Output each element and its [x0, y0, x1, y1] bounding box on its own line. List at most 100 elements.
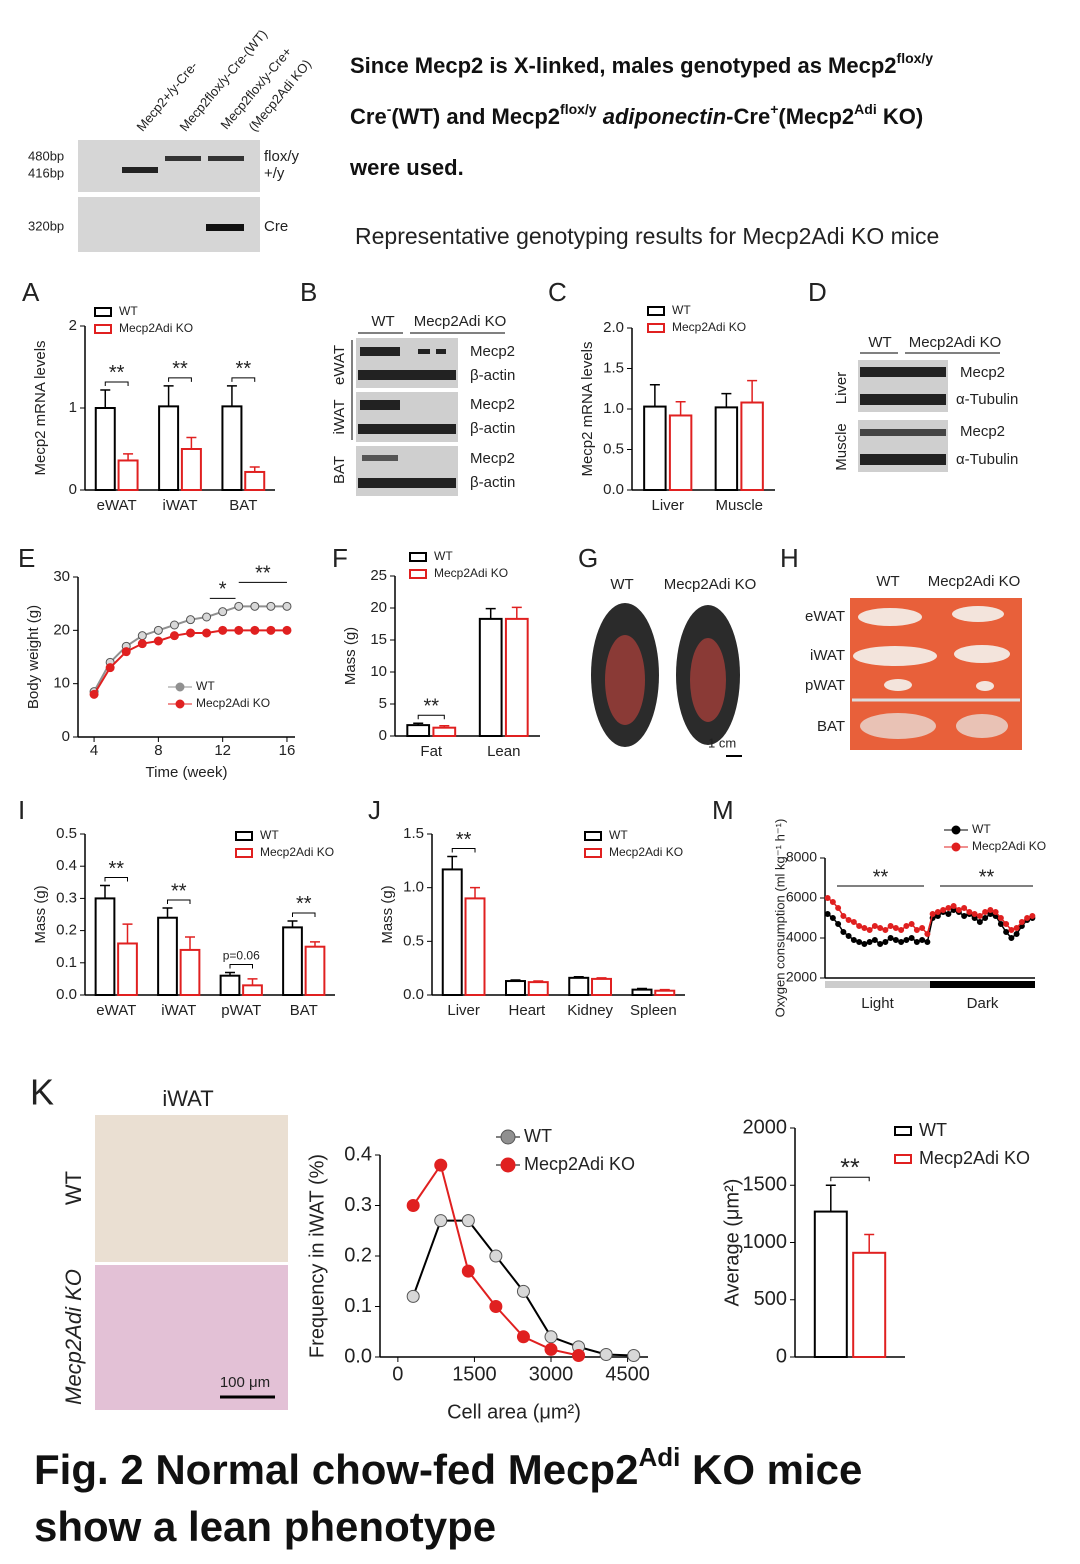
marker	[913, 939, 920, 945]
size-label: 480bp	[28, 148, 64, 163]
y-tick-label: 2	[69, 317, 77, 334]
y-tick-label: 6000	[786, 889, 817, 905]
error-bar	[186, 436, 197, 449]
marker	[992, 909, 999, 915]
legend-swatch	[647, 306, 665, 316]
legend-label: Mecp2Adi KO	[524, 1154, 635, 1174]
scale-label: 1 cm	[708, 735, 736, 750]
phase-label: Dark	[967, 995, 999, 1012]
protein-label: β-actin	[470, 367, 515, 384]
marker	[1008, 935, 1015, 941]
y-tick-label: 0.2	[344, 1244, 372, 1266]
y-axis-label: Mecp2 mRNA levels	[579, 341, 596, 476]
marker	[137, 639, 147, 649]
error-bar	[413, 722, 424, 726]
legend-marker	[500, 1129, 516, 1145]
bar	[568, 976, 590, 996]
y-axis-label: Average (μm²)	[721, 1179, 743, 1307]
marker	[976, 913, 983, 919]
y-axis-label: Mass (g)	[32, 885, 49, 943]
y-tick-label: 1	[69, 399, 77, 416]
significance: **	[255, 563, 271, 585]
x-tick-label: 4	[90, 742, 98, 759]
y-tick-label: 1500	[743, 1174, 788, 1196]
y-tick-label: 0	[69, 481, 77, 498]
legend-label: WT	[972, 822, 991, 836]
x-tick-label: Spleen	[630, 1002, 677, 1019]
gel-band	[206, 224, 244, 231]
protein-label: α-Tubulin	[956, 391, 1018, 408]
column-label: WT	[371, 313, 394, 330]
legend-swatch	[94, 324, 112, 334]
protein-label: Mecp2	[960, 364, 1005, 381]
panel-label: F	[332, 543, 348, 573]
bar	[242, 984, 263, 997]
y-tick-label: 8000	[786, 849, 817, 865]
tissue-label: iWAT	[331, 400, 348, 435]
figure-title: show a lean phenotype	[34, 1503, 496, 1550]
marker	[845, 917, 852, 923]
error-bar	[100, 389, 111, 408]
error-bar	[163, 385, 174, 407]
y-tick-label: 0.4	[56, 857, 77, 874]
bar	[244, 470, 266, 491]
blot-bands	[358, 347, 456, 488]
marker	[234, 601, 244, 611]
bar	[643, 405, 667, 492]
title-text: KO mice	[680, 1446, 862, 1493]
bar	[591, 977, 612, 997]
legend-swatch	[409, 569, 427, 579]
bar	[464, 897, 486, 997]
intro-sup: -	[387, 101, 392, 117]
marker	[919, 925, 926, 931]
panel-label: I	[18, 795, 25, 825]
marker	[940, 907, 947, 913]
title-sup: Adi	[638, 1442, 680, 1472]
x-tick-label: 3000	[529, 1363, 574, 1385]
legend-swatch	[584, 831, 602, 841]
legend-label: Mecp2Adi KO	[434, 566, 508, 580]
column-label: WT	[876, 573, 899, 590]
bar	[527, 981, 549, 996]
legend-swatch	[894, 1154, 912, 1164]
row-label: eWAT	[805, 608, 845, 625]
marker	[966, 909, 973, 915]
marker	[908, 935, 915, 941]
bar	[282, 926, 303, 997]
marker	[887, 923, 894, 929]
marker	[406, 1289, 420, 1303]
y-axis-label: Body weight (g)	[25, 605, 42, 709]
legend-swatch	[94, 307, 112, 317]
intro-sup: flox/y	[897, 50, 934, 66]
x-tick-label: iWAT	[163, 497, 198, 514]
error-bar	[447, 855, 458, 870]
y-tick-label: 0.2	[56, 922, 77, 939]
marker	[544, 1330, 558, 1344]
error-bar	[649, 383, 660, 407]
significance: **	[456, 829, 472, 851]
y-tick-label: 0.5	[56, 825, 77, 842]
protein-label: β-actin	[470, 474, 515, 491]
bar	[221, 405, 243, 491]
y-tick-label: 10	[370, 663, 387, 680]
y-tick-label: 1.0	[403, 879, 424, 896]
marker	[218, 607, 228, 617]
marker	[434, 1214, 448, 1228]
y-tick-label: 0.3	[56, 889, 77, 906]
bar	[117, 942, 138, 996]
marker	[105, 663, 115, 673]
marker	[982, 915, 989, 921]
bar	[117, 459, 139, 492]
error-bar	[675, 400, 686, 416]
row-label: iWAT	[810, 647, 845, 664]
protein-label: α-Tubulin	[956, 451, 1018, 468]
bar	[406, 724, 431, 737]
legend-label: WT	[609, 828, 628, 842]
y-tick-label: 0.1	[56, 954, 77, 971]
marker	[461, 1214, 475, 1228]
error-bar	[533, 980, 544, 983]
marker	[169, 620, 179, 630]
x-tick-label: Liver	[447, 1002, 480, 1019]
y-tick-label: 15	[370, 631, 387, 648]
marker	[919, 937, 926, 943]
